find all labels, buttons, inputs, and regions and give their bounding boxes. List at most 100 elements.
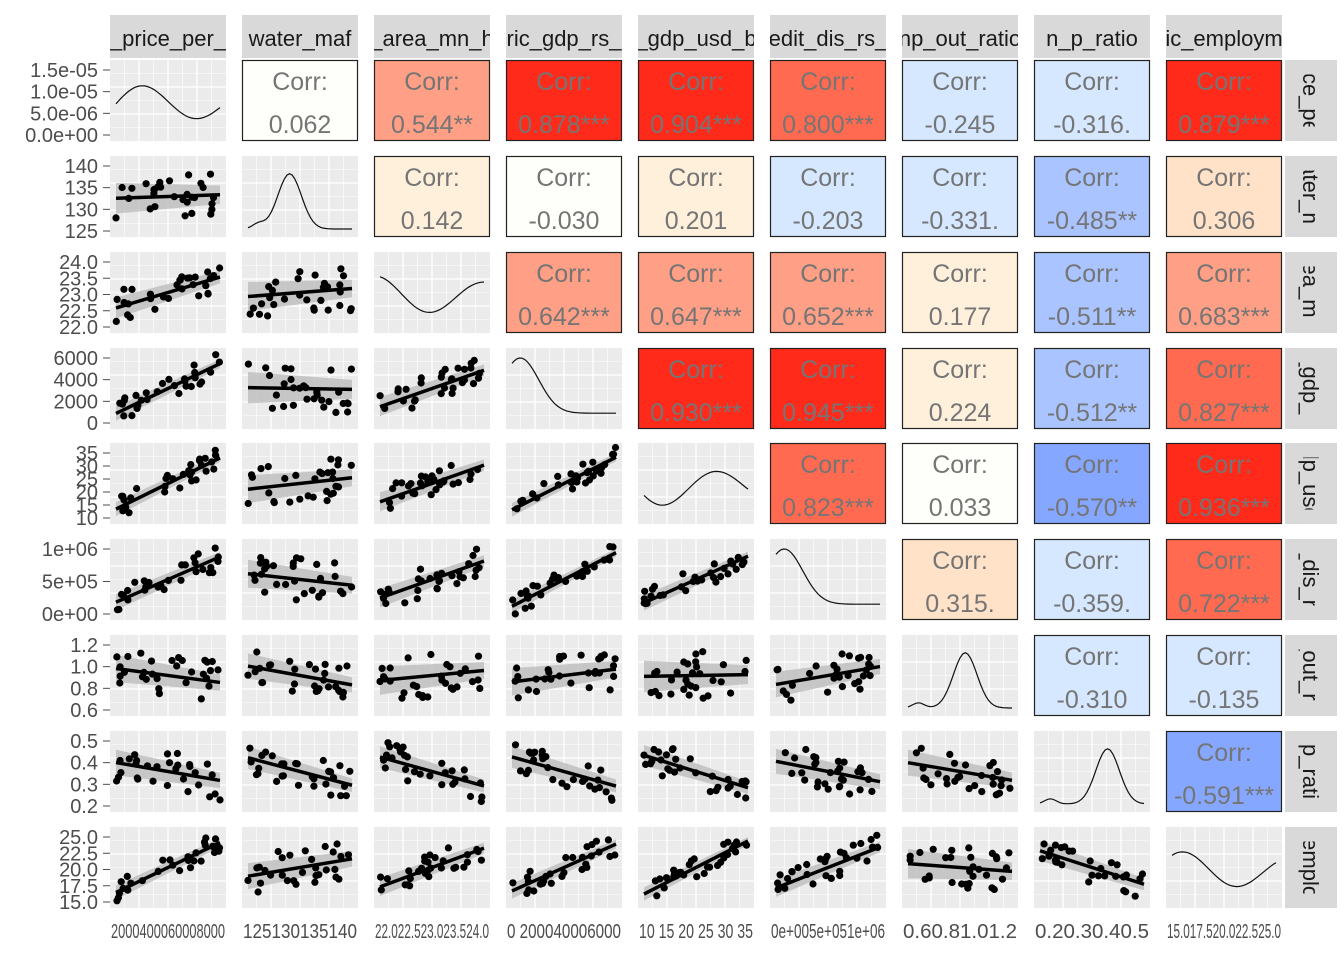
data-point xyxy=(733,790,742,799)
data-point xyxy=(703,863,712,871)
data-point xyxy=(292,596,300,604)
data-point xyxy=(971,782,979,790)
correlation-value: -0.203 xyxy=(793,207,864,235)
correlation-cell xyxy=(1033,634,1151,717)
correlation-label: Corr: xyxy=(536,164,592,192)
data-point xyxy=(438,369,446,377)
confidence-band xyxy=(512,746,616,793)
x-tick-label: 22.022.523.023.524.0 xyxy=(375,921,489,943)
data-point xyxy=(402,765,410,774)
data-point xyxy=(403,753,411,761)
data-point xyxy=(998,875,1007,883)
data-point xyxy=(211,835,220,843)
data-point xyxy=(264,312,272,320)
data-point xyxy=(839,776,847,784)
data-point xyxy=(667,676,676,684)
data-point xyxy=(332,482,340,490)
confidence-band xyxy=(776,748,880,790)
data-point xyxy=(865,653,873,662)
correlation-value: -0.570** xyxy=(1047,494,1138,522)
y-tick-label: 17.5 xyxy=(59,876,98,898)
column-strip xyxy=(242,15,358,58)
correlation-cell xyxy=(769,251,887,334)
x-tick-label: 0 200040006000 xyxy=(507,921,621,943)
correlation-cell xyxy=(901,442,1019,525)
data-point xyxy=(1107,859,1115,867)
data-point xyxy=(182,679,190,687)
data-point xyxy=(343,662,351,670)
data-point xyxy=(377,886,385,894)
data-point xyxy=(140,577,148,585)
data-point xyxy=(830,661,838,669)
correlation-cell xyxy=(373,155,491,238)
data-point xyxy=(117,769,125,777)
data-point xyxy=(460,863,468,871)
data-point xyxy=(558,779,566,787)
data-point xyxy=(559,652,568,660)
data-point xyxy=(181,212,189,220)
data-point xyxy=(978,788,986,796)
data-point xyxy=(917,744,925,752)
data-point xyxy=(315,593,323,601)
data-point xyxy=(309,493,317,501)
data-point xyxy=(589,472,597,480)
data-point xyxy=(549,776,557,784)
data-point xyxy=(920,774,928,782)
data-point xyxy=(609,543,617,551)
correlation-label: Corr: xyxy=(404,68,460,96)
regression-line xyxy=(643,839,749,896)
data-point xyxy=(201,454,209,462)
data-point xyxy=(272,278,280,286)
data-point xyxy=(742,656,750,665)
data-point xyxy=(128,184,136,192)
column-strip-label: n_p_ratio xyxy=(1046,26,1138,51)
data-point xyxy=(784,874,792,883)
y-tick-label: 130 xyxy=(65,199,98,221)
data-point xyxy=(168,656,176,665)
data-point xyxy=(1006,784,1014,792)
data-point xyxy=(331,572,339,581)
data-point xyxy=(798,769,806,777)
data-point xyxy=(942,854,950,862)
y-tick-label: 0.8 xyxy=(70,678,98,700)
data-point xyxy=(347,365,355,373)
data-point xyxy=(648,585,657,593)
data-point xyxy=(1038,855,1046,863)
row-strip-label: ater_m xyxy=(1298,162,1323,230)
regression-line xyxy=(247,857,353,878)
data-point xyxy=(585,684,593,692)
data-point xyxy=(656,875,664,883)
data-point xyxy=(209,569,217,577)
data-point xyxy=(294,781,303,789)
data-point xyxy=(346,307,355,315)
data-point xyxy=(583,843,591,851)
data-point xyxy=(578,865,586,874)
data-point xyxy=(1138,870,1147,878)
data-point xyxy=(773,666,781,674)
data-point xyxy=(120,285,128,293)
correlation-cell xyxy=(769,155,887,238)
regression-line xyxy=(115,555,221,604)
data-point xyxy=(133,484,141,493)
data-point xyxy=(163,781,171,790)
data-point xyxy=(267,661,275,669)
data-point xyxy=(453,580,461,588)
data-point xyxy=(323,497,331,505)
data-point xyxy=(965,844,973,852)
data-point xyxy=(586,782,594,790)
column-strip-label: edit_dis_rs_ xyxy=(769,26,888,51)
correlation-value: -0.316. xyxy=(1053,111,1131,139)
data-point xyxy=(337,265,345,273)
data-point xyxy=(204,290,212,298)
data-point xyxy=(474,676,482,684)
density-curve xyxy=(379,276,485,314)
data-point xyxy=(855,678,863,686)
y-tick-label: 24.0 xyxy=(59,252,98,274)
data-point xyxy=(173,749,181,758)
column-strip xyxy=(1034,15,1150,58)
data-point xyxy=(179,775,188,783)
data-point xyxy=(997,782,1005,790)
data-point xyxy=(281,364,289,372)
data-point xyxy=(211,451,220,459)
data-point xyxy=(685,691,693,699)
